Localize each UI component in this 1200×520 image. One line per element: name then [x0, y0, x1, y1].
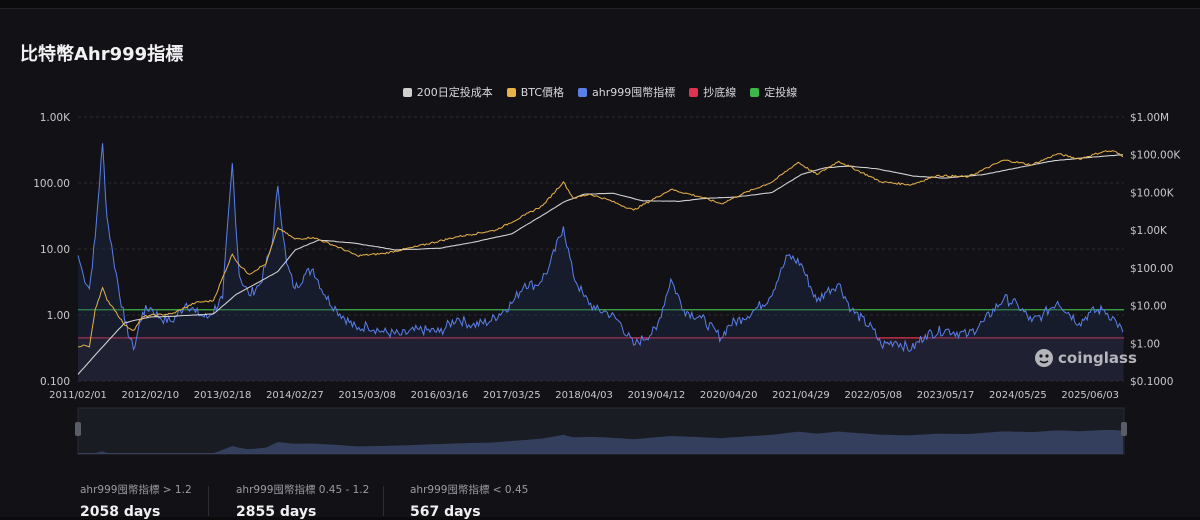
x-axis-tick-label: 2018/04/03 — [555, 390, 613, 401]
legend-label-ahr999: ahr999囤幣指標 — [592, 86, 676, 99]
left-axis-tick-label: 100.00 — [33, 178, 70, 190]
x-axis-tick-label: 2020/04/20 — [700, 390, 758, 401]
ahr999-area — [78, 143, 1123, 381]
legend-label-bottom-line: 抄底線 — [703, 86, 737, 99]
page-title: 比特幣Ahr999指標 — [20, 44, 184, 65]
stat-divider — [383, 486, 384, 516]
legend-swatch-btc-price — [506, 87, 516, 97]
stat-value: 2855 days — [236, 504, 317, 520]
right-axis-tick-label: $100.00K — [1130, 150, 1181, 162]
legend-item-btc-price[interactable]: BTC價格 — [506, 84, 565, 100]
right-axis-tick-label: $0.1000 — [1130, 376, 1173, 388]
left-axis-tick-label: 10.00 — [40, 244, 70, 256]
ahr999-line — [77, 143, 1124, 353]
stat-value: 2058 days — [80, 504, 161, 520]
x-axis-tick-label: 2022/05/08 — [844, 390, 902, 401]
dca-cost-line — [77, 154, 1124, 375]
stat-label: ahr999囤幣指標 0.45 - 1.2 — [236, 484, 370, 496]
x-axis-tick-label: 2015/03/08 — [338, 390, 396, 401]
ahr999-chart[interactable]: 0.100 1.00 10.00 100.00 1.00K $0.1000 $1.00 $10… — [0, 0, 1200, 470]
legend-label-dca-line: 定投線 — [764, 86, 798, 99]
right-axis-tick-label: $10.00 — [1130, 301, 1167, 313]
stat-divider — [208, 486, 209, 516]
stats-bar: ahr999囤幣指標 > 1.2 2058 days ahr999囤幣指標 0.… — [0, 478, 1200, 520]
stat-label: ahr999囤幣指標 > 1.2 — [80, 484, 192, 496]
right-axis-tick-label: $1.00 — [1130, 338, 1160, 350]
navigator-left-handle[interactable] — [75, 422, 81, 436]
legend-swatch-bottom-line — [689, 87, 699, 97]
watermark-text: coinglass — [1058, 349, 1137, 367]
legend-label-btc-price: BTC價格 — [520, 86, 565, 99]
left-axis-tick-label: 0.100 — [40, 376, 70, 388]
stat-value: 567 days — [410, 504, 481, 520]
legend-swatch-dca-cost — [402, 87, 412, 97]
right-axis-tick-label: $100.00 — [1130, 263, 1173, 275]
coinglass-watermark: coinglass — [1034, 348, 1137, 368]
x-axis-tick-label: 2012/02/10 — [121, 390, 179, 401]
stat-below-bottom: ahr999囤幣指標 < 0.45 567 days — [410, 482, 528, 520]
left-axis-tick-label: 1.00K — [40, 112, 71, 124]
x-axis-tick-label: 2021/04/29 — [772, 390, 830, 401]
x-axis-tick-label: 2024/05/25 — [989, 390, 1047, 401]
chart-legend: 200日定投成本 BTC價格 ahr999囤幣指標 抄底線 定投線 — [0, 84, 1200, 100]
right-axis-tick-label: $10.00K — [1130, 187, 1175, 199]
right-axis-tick-label: $1.00M — [1130, 112, 1169, 124]
x-axis-tick-label: 2025/06/03 — [1061, 390, 1119, 401]
x-axis-tick-label: 2023/05/17 — [917, 390, 975, 401]
left-axis-tick-label: 1.00 — [47, 310, 70, 322]
stat-label: ahr999囤幣指標 < 0.45 — [410, 484, 529, 496]
x-axis-tick-label: 2019/04/12 — [628, 390, 686, 401]
below-bottom-zone — [78, 337, 1124, 381]
btc-price-line — [77, 150, 1124, 348]
legend-item-dca-cost[interactable]: 200日定投成本 — [402, 84, 493, 100]
legend-label-dca-cost: 200日定投成本 — [416, 86, 493, 99]
x-axis-tick-label: 2016/03/16 — [411, 390, 469, 401]
navigator-right-handle[interactable] — [1121, 422, 1127, 436]
x-axis-tick-label: 2011/02/01 — [49, 390, 107, 401]
navigator-area — [78, 430, 1123, 454]
legend-swatch-ahr999 — [578, 87, 588, 97]
x-axis-tick-label: 2013/02/18 — [194, 390, 252, 401]
legend-item-bottom-line[interactable]: 抄底線 — [689, 84, 736, 100]
x-axis-tick-label: 2014/02/27 — [266, 390, 324, 401]
legend-swatch-dca-line — [750, 87, 760, 97]
x-axis-tick-label: 2017/03/25 — [483, 390, 541, 401]
legend-item-ahr999[interactable]: ahr999囤幣指標 — [578, 84, 675, 100]
stat-above-dca: ahr999囤幣指標 > 1.2 2058 days — [80, 482, 192, 520]
right-axis-tick-label: $1.00K — [1130, 225, 1168, 237]
stat-between-lines: ahr999囤幣指標 0.45 - 1.2 2855 days — [236, 482, 369, 520]
legend-item-dca-line[interactable]: 定投線 — [750, 84, 797, 100]
coinglass-logo-icon — [1035, 349, 1053, 367]
